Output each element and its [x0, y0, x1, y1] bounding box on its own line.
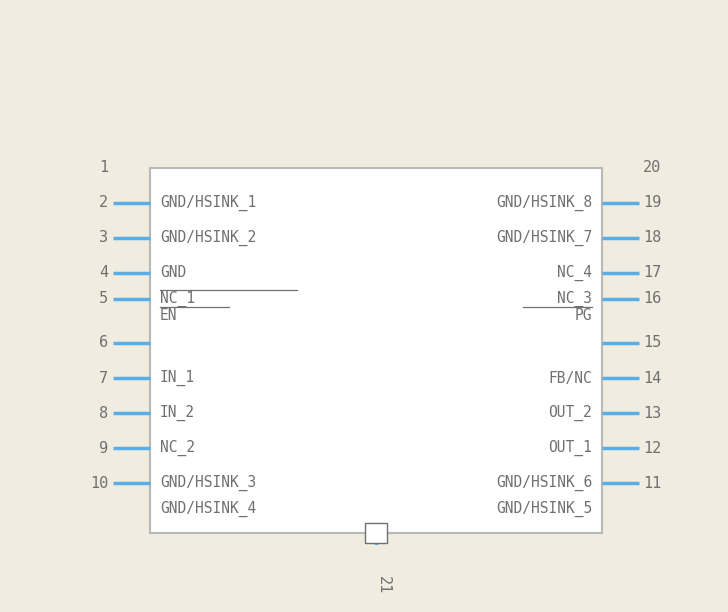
Text: EP: EP — [371, 527, 381, 539]
Text: OUT_1: OUT_1 — [548, 440, 592, 457]
Text: 18: 18 — [644, 230, 662, 245]
Text: FB/NC: FB/NC — [548, 370, 592, 386]
Text: GND/HSINK_1: GND/HSINK_1 — [160, 195, 256, 211]
Text: 4: 4 — [99, 266, 108, 280]
Text: PG: PG — [574, 308, 592, 323]
Text: 16: 16 — [644, 291, 662, 306]
Text: 19: 19 — [644, 195, 662, 211]
Text: 8: 8 — [99, 406, 108, 420]
Text: GND/HSINK_6: GND/HSINK_6 — [496, 475, 592, 491]
Text: 6: 6 — [99, 335, 108, 351]
Text: IN_1: IN_1 — [160, 370, 195, 386]
Text: GND/HSINK_8: GND/HSINK_8 — [496, 195, 592, 211]
Text: 9: 9 — [99, 441, 108, 456]
Text: 13: 13 — [644, 406, 662, 420]
Bar — [150, 168, 602, 533]
Text: 7: 7 — [99, 370, 108, 386]
Text: 15: 15 — [644, 335, 662, 351]
Text: 10: 10 — [90, 476, 108, 491]
Text: 21: 21 — [376, 576, 392, 594]
Text: OUT_2: OUT_2 — [548, 405, 592, 421]
Text: 17: 17 — [644, 266, 662, 280]
Text: 3: 3 — [99, 230, 108, 245]
Text: GND/HSINK_3: GND/HSINK_3 — [160, 475, 256, 491]
Text: GND/HSINK_4: GND/HSINK_4 — [160, 501, 256, 517]
Text: GND: GND — [160, 266, 186, 280]
Text: NC_2: NC_2 — [160, 440, 195, 457]
Text: EN: EN — [160, 308, 178, 323]
Text: 2: 2 — [99, 195, 108, 211]
Text: NC_4: NC_4 — [557, 265, 592, 281]
Bar — [365, 523, 387, 543]
Text: 1: 1 — [99, 160, 108, 175]
Text: GND/HSINK_7: GND/HSINK_7 — [496, 230, 592, 246]
Text: GND/HSINK_5: GND/HSINK_5 — [496, 501, 592, 517]
Text: 11: 11 — [644, 476, 662, 491]
Text: 5: 5 — [99, 291, 108, 306]
Text: 20: 20 — [644, 160, 662, 175]
Text: 14: 14 — [644, 370, 662, 386]
Text: IN_2: IN_2 — [160, 405, 195, 421]
Text: NC_1: NC_1 — [160, 291, 195, 307]
Text: GND/HSINK_2: GND/HSINK_2 — [160, 230, 256, 246]
Text: NC_3: NC_3 — [557, 291, 592, 307]
Text: 12: 12 — [644, 441, 662, 456]
